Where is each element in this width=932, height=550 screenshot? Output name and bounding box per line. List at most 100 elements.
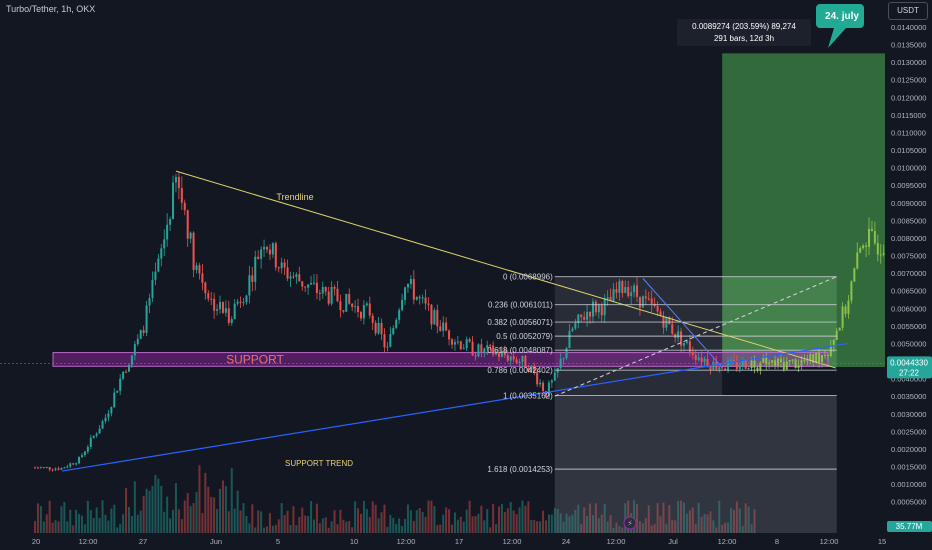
volume-bar [659,516,662,533]
time-axis[interactable] [0,533,932,550]
candle-body [198,265,201,274]
price-axis[interactable] [885,0,932,550]
candle-body [850,281,853,301]
candle-body [583,317,586,320]
volume-bar [533,520,536,533]
volume-bar [753,509,756,533]
candle-body [204,282,207,294]
candle-body [527,367,530,372]
candle-body [195,265,198,271]
volume-bar [465,509,468,533]
volume-bar [60,506,63,533]
fib-level-label: 0.236 (0.0061011) [488,301,553,310]
volume-bar [509,502,512,533]
price-tick-label: 0.0140000 [891,23,926,32]
volume-bar [565,513,568,533]
volume-bar [295,525,298,533]
volume-bar [497,506,500,533]
volume-bar [63,502,66,533]
candle-body [104,417,107,422]
volume-bar [333,510,336,533]
support-zone[interactable] [52,352,829,367]
candle-body [342,310,345,312]
volume-bar [415,510,418,533]
volume-bar [362,500,365,533]
candle-body [671,324,674,334]
volume-bar [401,526,404,533]
candle-body [216,309,219,311]
candle-body [691,351,694,356]
candle-body [39,467,42,469]
candle-body [219,302,222,310]
candle-body [427,303,430,305]
volume-bar [107,520,110,533]
candle-body [586,311,589,320]
candle-body [268,249,271,255]
candle-body [63,467,66,469]
candle-body [45,467,48,469]
candle-body [75,463,78,465]
candle-body [765,357,768,365]
volume-bar [495,524,498,533]
volume-bar [515,514,518,533]
candle-body [568,330,571,349]
volume-bar [586,515,589,533]
volume-bar [148,490,151,533]
candle-body [83,451,86,456]
dashed-projection-line [554,276,837,397]
trendline[interactable] [175,170,837,369]
candle-body [139,330,142,339]
volume-bar [732,509,735,533]
candle-body [145,305,148,333]
volume-bar [542,510,545,533]
volume-bar [392,517,395,533]
candle-body [589,311,592,317]
candle-body [380,322,383,335]
volume-bar [204,472,207,533]
volume-bar [512,510,515,533]
candle-body [829,346,832,357]
candle-body [116,390,119,393]
volume-bar [600,514,603,533]
volume-bar [724,522,727,533]
candle-body [207,293,210,299]
time-tick-label: Jul [668,537,678,546]
volume-bar [224,486,227,533]
volume-bar [342,519,345,533]
candle-body [694,355,697,360]
volume-bar [380,512,383,533]
candle-body [700,357,703,362]
candle-body [547,382,550,397]
event-marker[interactable] [623,516,637,530]
volume-bar [685,513,688,533]
time-tick-label: 10 [350,537,358,546]
price-tick-label: 0.0050000 [891,339,926,348]
volume-bar [544,520,547,533]
support-trendline[interactable] [61,342,849,472]
currency-selector[interactable]: USDT [888,2,928,20]
volume-bar [354,501,357,533]
volume-bar [683,502,686,533]
candle-body [762,357,765,363]
price-tick-label: 0.0020000 [891,445,926,454]
volume-bar [688,510,691,533]
volume-bar [377,518,380,533]
volume-bar [609,515,612,533]
current-price-value: 0.0044330 [890,358,928,367]
volume-bar [456,519,459,533]
candle-body [571,328,574,331]
time-tick-label: 12:00 [607,537,626,546]
lightning-icon: ⚡ [627,519,633,528]
volume-bar [265,526,268,533]
volume-bar [647,505,650,533]
volume-bar [127,507,130,533]
volume-bar [656,503,659,533]
volume-bar [633,500,636,533]
candle-body [633,285,636,293]
candle-body [210,298,213,300]
candle-body [307,284,310,288]
candle-body [841,306,844,328]
target-badge[interactable] [816,4,864,48]
candle-body [715,361,718,370]
